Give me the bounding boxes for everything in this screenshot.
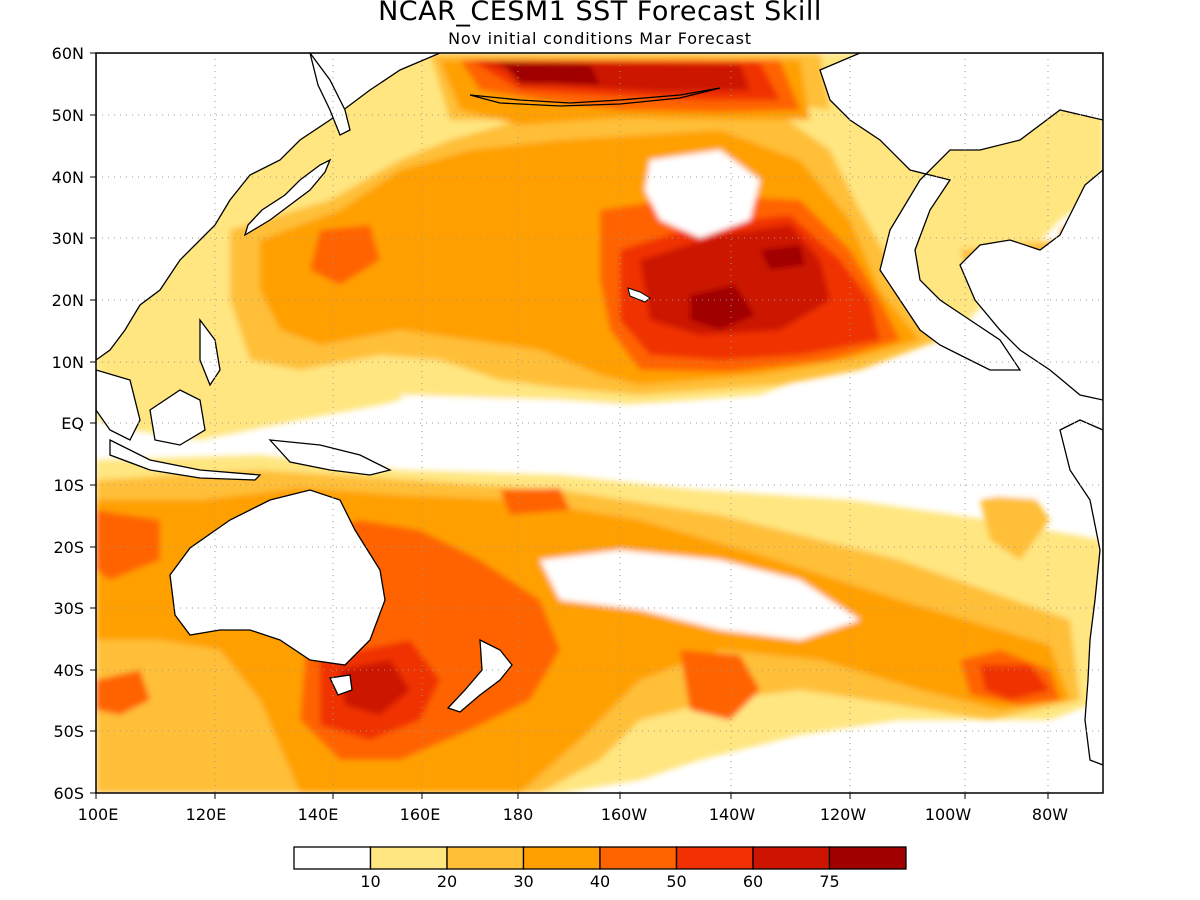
colorbar-label: 75 — [819, 872, 839, 891]
colorbar-label: 50 — [666, 872, 686, 891]
colorbar-label: 60 — [743, 872, 763, 891]
colorbar-swatch — [752, 846, 831, 870]
colorbar-label: 20 — [437, 872, 457, 891]
colorbar-labels: 10 20 30 40 50 60 75 — [360, 872, 839, 891]
tasmania — [329, 674, 353, 696]
lon-label: 100W — [925, 805, 972, 824]
aleutians — [469, 87, 721, 107]
lat-label: EQ — [61, 414, 84, 433]
lat-label: 40N — [52, 168, 84, 187]
longitude-labels: 100E 120E 140E 160E 180 160W 140W 120W 1… — [78, 805, 1069, 824]
asia-landmass — [96, 53, 441, 361]
borneo — [149, 389, 206, 446]
colorbar-label: 30 — [513, 872, 533, 891]
south-america — [1059, 419, 1103, 766]
lat-label: 20S — [53, 538, 84, 557]
lon-label: 160W — [601, 805, 648, 824]
lon-label: 120E — [186, 805, 227, 824]
kamchatka — [309, 53, 351, 136]
lon-label: 160E — [400, 805, 441, 824]
lon-label: 180 — [503, 805, 534, 824]
colorbar-label: 40 — [590, 872, 610, 891]
lat-label: 10S — [53, 476, 84, 495]
north-america — [819, 53, 1103, 401]
colorbar-swatch — [675, 846, 754, 870]
continents — [96, 53, 1103, 766]
lat-label: 30S — [53, 599, 84, 618]
lat-label: 50S — [53, 722, 84, 741]
tick-marks — [90, 52, 1049, 799]
lon-label: 140W — [709, 805, 756, 824]
lat-label: 60S — [53, 784, 84, 803]
colorbar-swatch — [293, 846, 372, 870]
lat-label: 30N — [52, 229, 84, 248]
lon-label: 120W — [820, 805, 867, 824]
hawaii — [627, 287, 651, 303]
lon-label: 100E — [78, 805, 119, 824]
colorbar-swatch — [446, 846, 525, 870]
colorbar — [293, 846, 907, 870]
chart-title: NCAR_CESM1 SST Forecast Skill — [378, 0, 822, 27]
lat-label: 50N — [52, 106, 84, 125]
japan — [243, 158, 332, 237]
chart-subtitle: Nov initial conditions Mar Forecast — [448, 29, 752, 48]
lat-label: 20N — [52, 291, 84, 310]
colorbar-label: 10 — [360, 872, 380, 891]
lat-label: 60N — [52, 44, 84, 63]
colorbar-swatch — [522, 846, 601, 870]
sumatra-java — [109, 438, 262, 481]
lat-label: 40S — [53, 661, 84, 680]
lon-label: 80W — [1032, 805, 1068, 824]
australia — [169, 489, 386, 666]
lon-label: 140E — [298, 805, 339, 824]
new-zealand — [446, 638, 513, 713]
colorbar-swatch — [599, 846, 678, 870]
colorbar-swatch — [828, 846, 907, 870]
colorbar-swatch — [369, 846, 448, 870]
lat-label: 10N — [52, 353, 84, 372]
new-guinea — [268, 439, 392, 476]
indochina — [96, 369, 141, 441]
latitude-labels: 60N 50N 40N 30N 20N 10N EQ 10S 20S 30S 4… — [52, 44, 84, 803]
